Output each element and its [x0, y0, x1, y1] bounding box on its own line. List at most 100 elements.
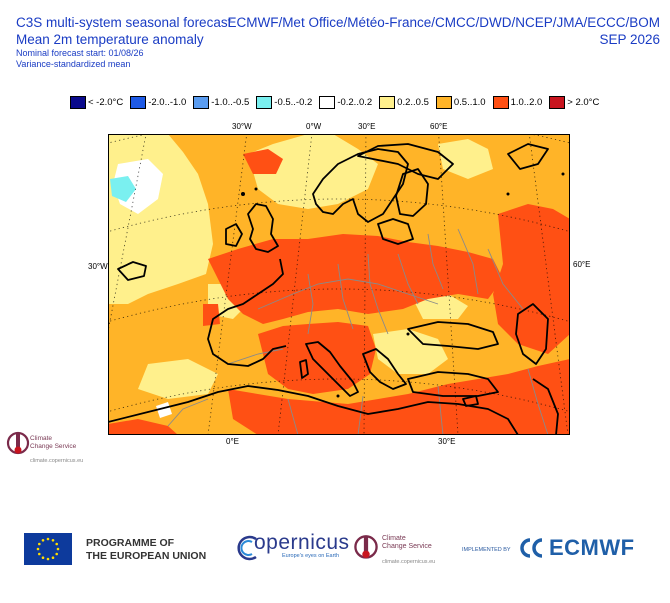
anomaly-field: [248, 134, 378, 209]
legend-label: < -2.0°C: [88, 97, 124, 108]
anomaly-field: [258, 322, 376, 394]
island-mark: [336, 394, 340, 398]
coastline: [305, 341, 359, 397]
legend-swatch: [549, 96, 566, 109]
coastline: [407, 371, 499, 397]
eu-line2: THE EUROPEAN UNION: [86, 550, 207, 562]
c3s-url: climate.copernicus.eu: [30, 458, 84, 464]
island-mark: [506, 192, 510, 196]
coastline: [299, 359, 309, 379]
c3s-footer-line1: Climate: [382, 535, 406, 542]
c3s-line2: Change Service: [30, 443, 77, 450]
coastline: [515, 303, 549, 365]
legend-item: -1.0..-0.5: [193, 96, 249, 109]
country-border: [287, 398, 299, 435]
copernicus-c-icon: [237, 535, 257, 561]
country-border: [437, 385, 444, 435]
island-mark: [241, 192, 245, 196]
anomaly-field: [156, 402, 172, 418]
map-canvas: [108, 134, 570, 435]
copernicus-logo: opernicus Europe's eyes on Earth: [232, 531, 350, 561]
ecmwf-word: ECMWF: [549, 535, 635, 560]
lon-label-top: 30°W: [232, 122, 252, 131]
copernicus-word: opernicus: [254, 531, 350, 554]
anomaly-field: [493, 204, 570, 354]
coastline: [117, 261, 147, 281]
lon-label-bottom: 30°E: [438, 437, 456, 446]
eu-flag-icon: [24, 533, 72, 565]
coastline: [312, 148, 409, 223]
eu-line1: PROGRAMME OF: [86, 537, 175, 549]
legend-label: 0.2..0.5: [397, 97, 429, 108]
thermometer-icon: [6, 431, 30, 455]
anomaly-field: [373, 329, 448, 374]
c3s-footer-line2: Change Service: [382, 543, 432, 550]
c3s-line1: Climate: [30, 435, 53, 442]
legend-swatch: [130, 96, 147, 109]
c3s-logo: Climate Change Service climate.copernicu…: [6, 428, 116, 468]
statistic-label: Variance-standardized mean: [16, 59, 131, 69]
legend-swatch: [256, 96, 273, 109]
island-mark: [561, 172, 565, 176]
chart-title: C3S multi-system seasonal forecast: [16, 15, 232, 30]
lon-label-top: 0°W: [306, 122, 322, 131]
lon-label-top: 30°E: [358, 122, 376, 131]
coastline: [362, 348, 407, 390]
anomaly-field: [203, 304, 220, 326]
legend-label: -2.0..-1.0: [148, 97, 187, 108]
forecast-start: Nominal forecast start: 01/08/26: [16, 48, 144, 58]
anomaly-field: [438, 139, 493, 179]
coastline: [225, 223, 243, 247]
coastline: [108, 385, 519, 435]
country-border: [257, 278, 439, 310]
legend-swatch: [319, 96, 336, 109]
country-border: [457, 228, 479, 295]
header-left: C3S multi-system seasonal forecast Mean …: [16, 14, 231, 70]
legend-item: -0.5..-0.2: [256, 96, 312, 109]
coastline: [532, 378, 559, 435]
anomaly-field: [110, 176, 136, 202]
legend-item: -2.0..-1.0: [130, 96, 186, 109]
country-border: [367, 253, 389, 335]
coastline: [207, 258, 287, 367]
color-legend: < -2.0°C -2.0..-1.0 -1.0..-0.5 -0.5..-0.…: [70, 96, 599, 109]
implemented-by-label: IMPLEMENTED BY: [462, 547, 511, 553]
map-border: [108, 134, 570, 435]
coastline: [377, 218, 414, 245]
anomaly-field: [108, 419, 178, 435]
anomaly-field: [138, 359, 218, 399]
legend-item: 1.0..2.0: [492, 96, 542, 109]
legend-swatch: [70, 96, 86, 109]
legend-item: > 2.0°C: [549, 96, 599, 109]
graticule-line: [438, 134, 459, 435]
legend-label: -0.2..0.2: [337, 97, 373, 108]
lon-label-bottom: 0°E: [226, 437, 239, 446]
country-border: [487, 248, 524, 310]
legend-label: 0.5..1.0: [453, 97, 486, 108]
island-mark: [254, 187, 258, 191]
coastline: [395, 168, 429, 217]
ecmwf-logo: ECMWF: [516, 535, 635, 561]
valid-month: SEP 2026: [599, 32, 660, 47]
legend-item: 0.2..0.5: [379, 96, 429, 109]
thermometer-icon: [354, 535, 378, 559]
legend-swatch: [379, 96, 396, 109]
c3s-footer-url: climate.copernicus.eu: [382, 559, 436, 565]
centres-list: ECMWF/Met Office/Météo-France/CMCC/DWD/N…: [227, 15, 660, 30]
footer-logos: PROGRAMME OF THE EUROPEAN UNION opernicu…: [0, 525, 670, 575]
legend-swatch: [193, 96, 210, 109]
country-border: [337, 263, 354, 330]
coastline: [462, 395, 479, 407]
lat-label-right: 60°E: [573, 260, 591, 269]
coastline: [507, 143, 549, 170]
legend-label: > 2.0°C: [567, 97, 600, 108]
coastline: [407, 321, 499, 350]
country-border: [397, 253, 419, 305]
legend-swatch: [492, 96, 509, 109]
country-border: [307, 273, 314, 335]
country-border: [427, 233, 444, 290]
ecmwf-mark-icon: [520, 538, 543, 558]
country-border: [527, 368, 549, 435]
lon-label-top: 60°E: [430, 122, 448, 131]
country-border: [167, 398, 209, 427]
